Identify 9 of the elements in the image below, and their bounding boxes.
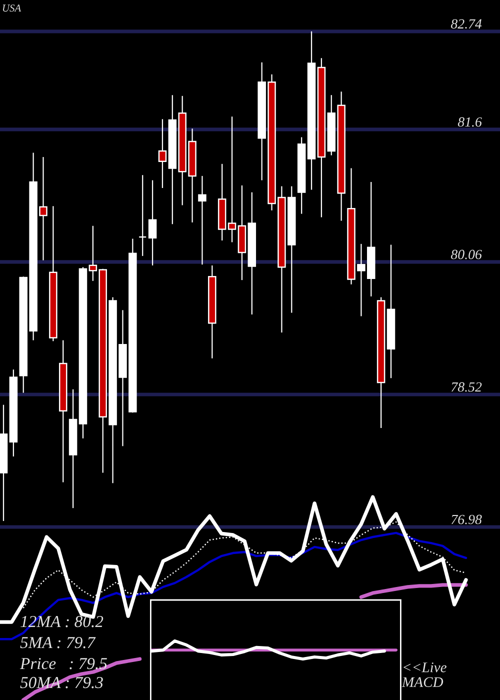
chart-title: USA — [2, 4, 22, 12]
y-tick-label: 78.52 — [452, 382, 482, 392]
annotation: Price : 79.5 — [20, 658, 107, 670]
y-tick-label: 80.06 — [450, 250, 482, 260]
annotation: <<Live MACD — [402, 662, 446, 688]
y-tick-label: 81.6 — [458, 117, 482, 127]
y-tick-label: 76.98 — [452, 514, 482, 524]
y-tick-label: 82.74 — [450, 19, 482, 29]
annotation: 5MA : 79.7 — [20, 636, 96, 648]
